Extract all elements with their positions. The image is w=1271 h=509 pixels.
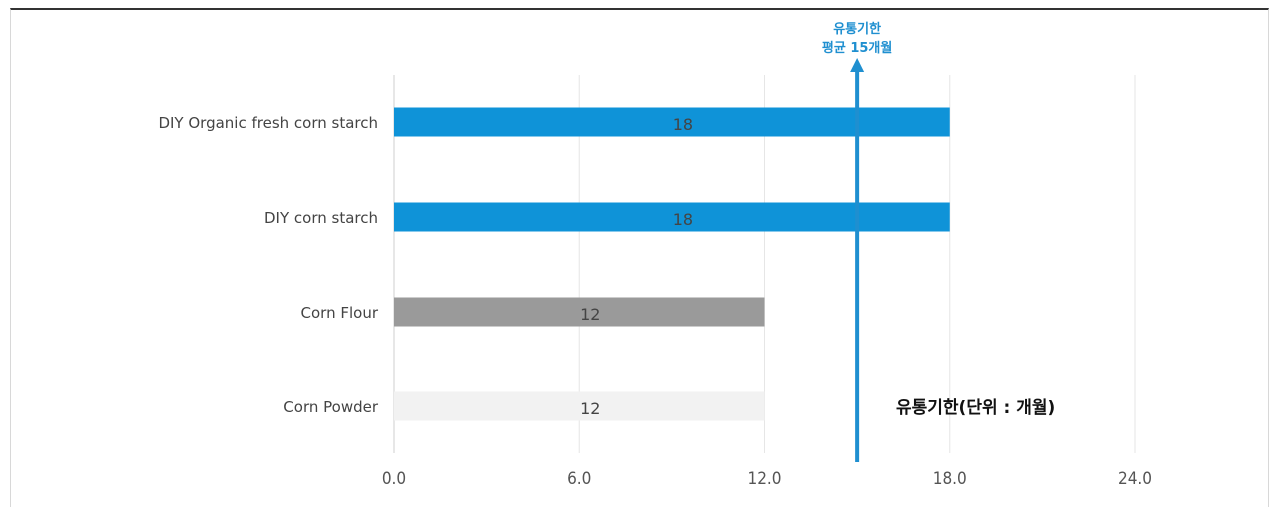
x-tick-label: 0.0 bbox=[382, 469, 406, 489]
bar-data-label: 12 bbox=[580, 399, 600, 418]
bar bbox=[394, 297, 765, 327]
x-tick-label: 18.0 bbox=[933, 469, 967, 489]
x-tick-label: 12.0 bbox=[747, 469, 781, 489]
bar-data-label: 12 bbox=[580, 305, 600, 324]
bar-data-label: 18 bbox=[673, 115, 693, 134]
reference-label-line1: 유통기한 bbox=[833, 21, 881, 37]
reference-label-line2: 평균 15개월 bbox=[822, 40, 892, 56]
x-tick-label: 24.0 bbox=[1118, 469, 1152, 489]
unit-annotation: 유통기한(단위 : 개월) bbox=[896, 398, 1055, 418]
chart-frame bbox=[10, 8, 1269, 507]
category-label: DIY Organic fresh corn starch bbox=[158, 114, 378, 132]
x-tick-label: 6.0 bbox=[567, 469, 591, 489]
reference-arrow-head bbox=[850, 58, 865, 72]
bar-data-label: 18 bbox=[673, 210, 693, 229]
category-label: Corn Flour bbox=[301, 304, 379, 322]
category-label: DIY corn starch bbox=[264, 209, 378, 227]
bar bbox=[394, 391, 765, 421]
category-label: Corn Powder bbox=[283, 398, 379, 416]
